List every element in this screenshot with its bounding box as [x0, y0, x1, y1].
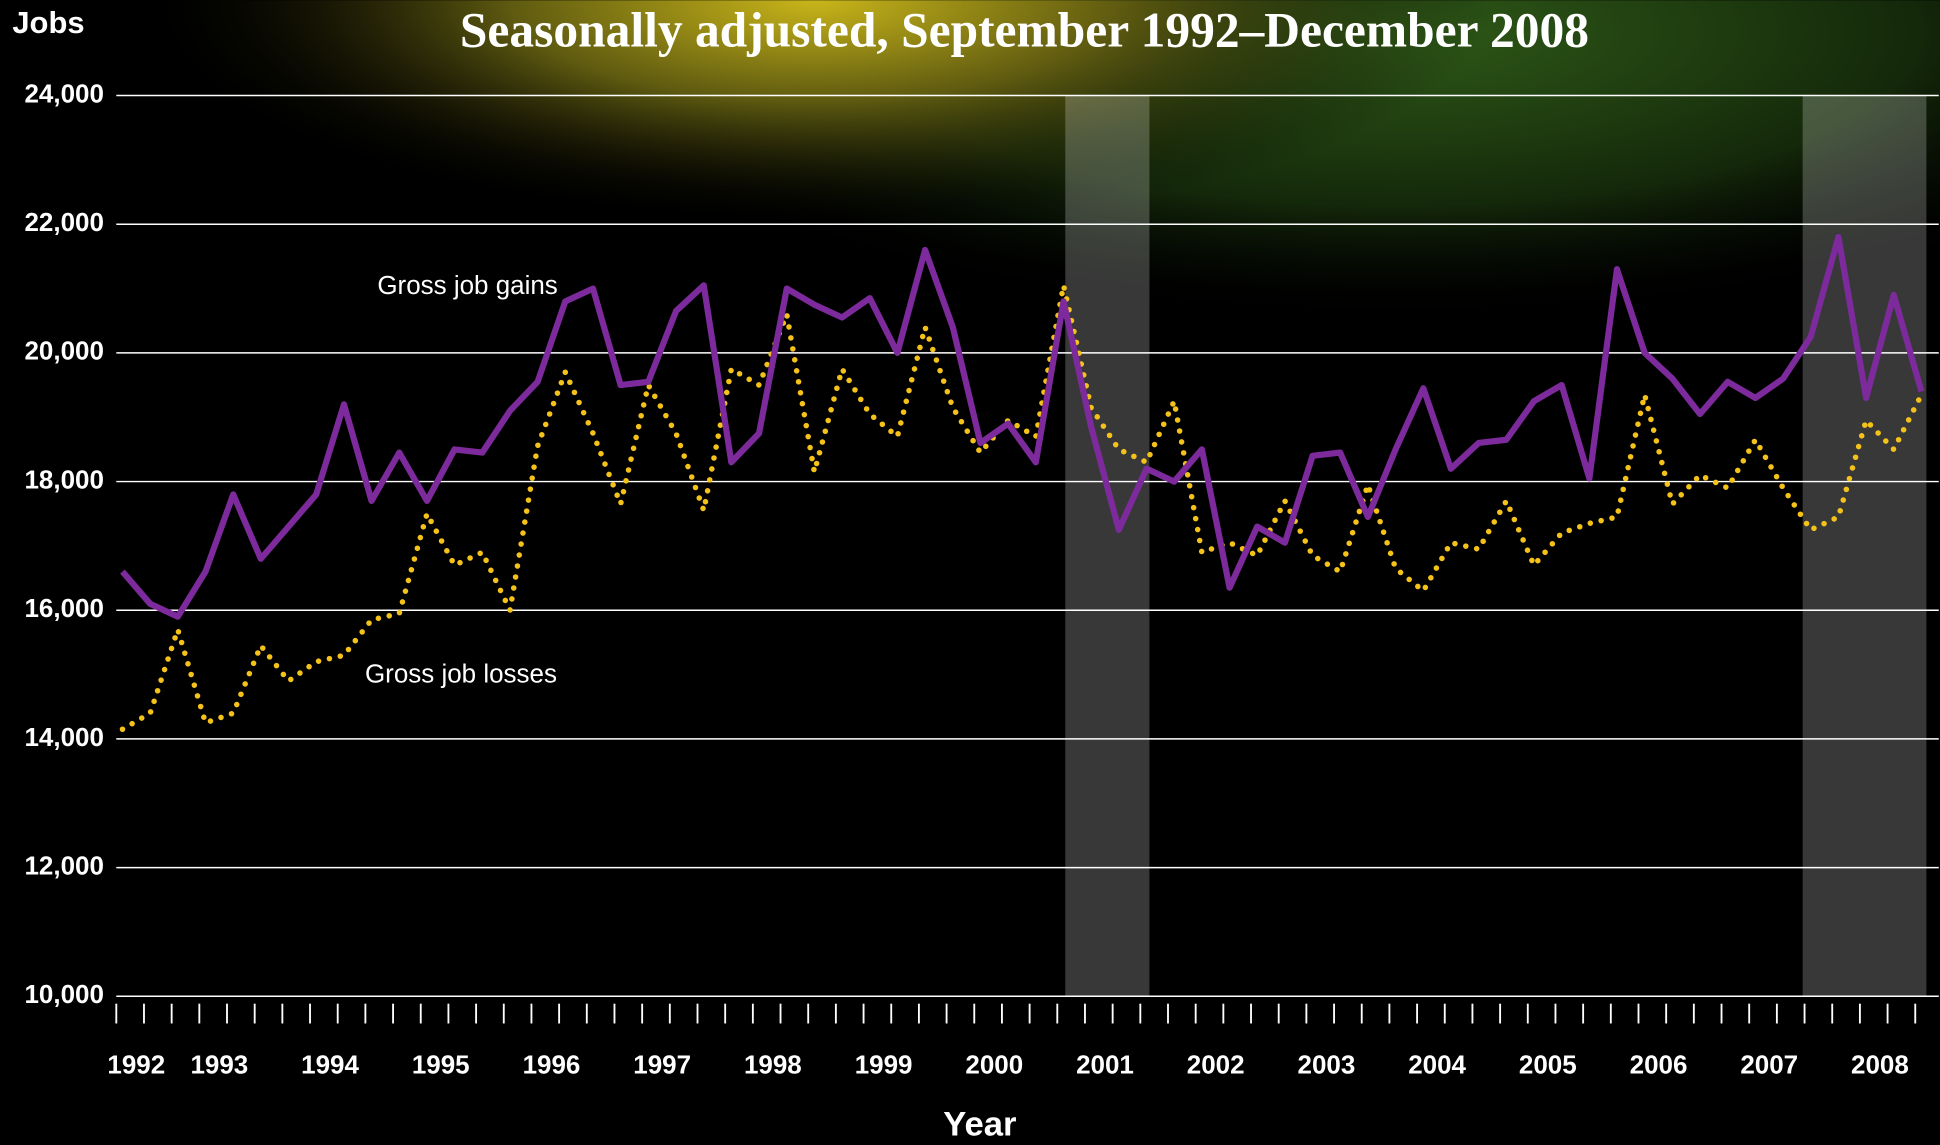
x-tick-label: 1999	[855, 1050, 913, 1080]
x-tick-label: 1992	[107, 1050, 165, 1080]
y-tick-label: 16,000	[24, 593, 103, 623]
series-label: Gross job losses	[365, 659, 557, 689]
background-flower	[0, 0, 1940, 643]
x-tick-label: 1995	[412, 1050, 470, 1080]
y-tick-label: 12,000	[24, 850, 103, 880]
x-tick-label: 2001	[1076, 1050, 1134, 1080]
y-tick-label: 10,000	[24, 979, 103, 1009]
x-tick-label: 2007	[1740, 1050, 1798, 1080]
x-tick-label: 2000	[965, 1050, 1023, 1080]
chart: Seasonally adjusted, September 1992–Dece…	[0, 0, 1940, 1145]
x-tick-label: 2005	[1519, 1050, 1577, 1080]
x-tick-label: 2004	[1408, 1050, 1466, 1080]
y-axis-label: Jobs	[12, 5, 84, 40]
x-axis-label: Year	[943, 1105, 1016, 1143]
series-label: Gross job gains	[377, 270, 557, 300]
y-tick-label: 24,000	[24, 78, 103, 108]
x-tick-label: 1994	[301, 1050, 359, 1080]
recession-shade	[1803, 96, 1927, 997]
recession-shade	[1065, 96, 1149, 997]
x-tick-label: 1997	[633, 1050, 691, 1080]
y-tick-label: 14,000	[24, 722, 103, 752]
x-tick-label: 2008	[1851, 1050, 1909, 1080]
x-tick-label: 1993	[190, 1050, 248, 1080]
y-tick-label: 18,000	[24, 464, 103, 494]
x-tick-label: 2003	[1298, 1050, 1356, 1080]
x-tick-label: 1996	[523, 1050, 581, 1080]
x-tick-label: 2002	[1187, 1050, 1245, 1080]
x-tick-label: 1998	[744, 1050, 802, 1080]
y-tick-label: 20,000	[24, 336, 103, 366]
x-tick-label: 2006	[1630, 1050, 1688, 1080]
y-tick-label: 22,000	[24, 207, 103, 237]
chart-title: Seasonally adjusted, September 1992–Dece…	[460, 2, 1589, 57]
